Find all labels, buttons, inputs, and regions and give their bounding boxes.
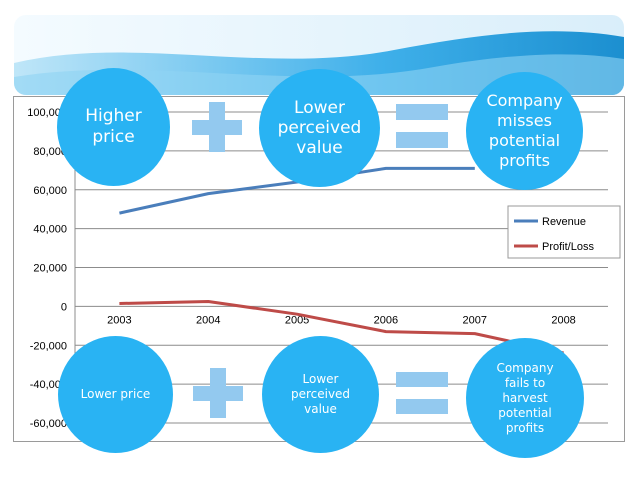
bubble-lower-perceived-value-bottom-label: Lower perceived value [290, 372, 351, 416]
x-tick-label: 2008 [551, 314, 575, 326]
chart-axes: 100,00080,00060,00040,00020,0000-20,000-… [27, 107, 576, 430]
x-tick-label: 2004 [196, 314, 220, 326]
y-tick-label: 60,000 [33, 185, 67, 197]
y-tick-label: 0 [61, 301, 67, 313]
y-tick-label: 20,000 [33, 263, 67, 275]
series-line-1 [119, 300, 564, 355]
y-tick-label: 80,000 [33, 146, 67, 158]
chart-legend: Revenue Profit/Loss [507, 205, 621, 259]
plus-icon [193, 368, 243, 418]
equals-icon [396, 372, 448, 414]
legend-label: Profit/Loss [542, 241, 594, 253]
bubble-higher-price: Higher price [57, 68, 170, 186]
y-tick-label: -60,000 [30, 418, 67, 430]
equals-icon [396, 104, 448, 148]
x-tick-label: 2007 [463, 314, 487, 326]
bubble-lower-perceived-value-top: Lower perceived value [259, 69, 380, 187]
bubble-lower-price: Lower price [58, 336, 173, 453]
legend-box [507, 205, 621, 259]
bubble-lower-perceived-value-bottom: Lower perceived value [262, 336, 379, 453]
bubble-higher-price-label: Higher price [85, 106, 142, 147]
bubble-company-misses-profits-label: Company misses potential profits [486, 91, 563, 170]
bubble-company-fails-to-harvest: Company fails to harvest potential profi… [466, 338, 584, 458]
legend-label: Revenue [542, 216, 586, 228]
chart-series [119, 166, 564, 355]
bubble-company-fails-to-harvest-label: Company fails to harvest potential profi… [496, 360, 554, 435]
plus-icon [192, 102, 242, 152]
x-tick-label: 2003 [107, 314, 131, 326]
x-tick-label: 2006 [374, 314, 398, 326]
y-tick-label: 40,000 [33, 224, 67, 236]
x-tick-label: 2005 [285, 314, 309, 326]
y-tick-label: -20,000 [30, 340, 67, 352]
bubble-lower-perceived-value-top-label: Lower perceived value [277, 98, 362, 158]
y-tick-label: -40,000 [30, 379, 67, 391]
bubble-company-misses-profits: Company misses potential profits [466, 72, 583, 190]
bubble-lower-price-label: Lower price [80, 387, 151, 401]
